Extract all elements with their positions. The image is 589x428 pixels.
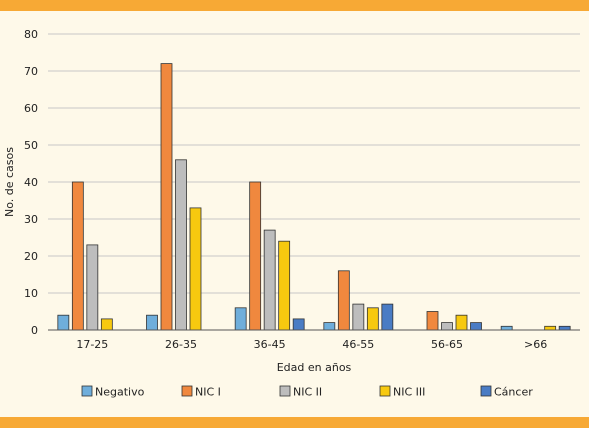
legend-swatch — [480, 385, 492, 397]
x-tick-label: 36-45 — [254, 338, 286, 351]
bar-nic-i — [426, 311, 439, 331]
bar-nic-ii — [86, 244, 99, 331]
bar-nic-ii — [263, 229, 276, 331]
y-tick-label: 50 — [24, 139, 38, 152]
x-tick-label: 56-65 — [431, 338, 463, 351]
y-tick-label: 60 — [24, 102, 38, 115]
bar-cáncer — [381, 303, 394, 331]
bar-nic-iii — [189, 207, 202, 331]
bar-negativo — [500, 325, 513, 331]
bar-nic-i — [337, 270, 350, 331]
bottom-band — [0, 417, 589, 428]
y-axis-title: No. de casos — [3, 147, 16, 217]
bars — [57, 63, 571, 331]
legend-swatch — [81, 385, 93, 397]
bar-nic-i — [160, 63, 173, 331]
y-tick-label: 80 — [24, 28, 38, 41]
bar-nic-ii — [352, 303, 365, 331]
bar-cáncer — [558, 325, 571, 331]
bar-nic-iii — [366, 307, 379, 331]
bar-negativo — [234, 307, 247, 331]
y-tick-label: 70 — [24, 65, 38, 78]
bar-nic-ii — [441, 322, 453, 331]
legend: Negativo NIC I NIC II NIC III Cáncer — [81, 385, 533, 399]
bar-nic-ii — [175, 159, 187, 331]
bar-nic-iii — [455, 314, 468, 331]
bar-nic-i — [249, 181, 262, 331]
legend-swatch — [279, 385, 291, 397]
x-axis-ticks: 17-25 26-35 36-45 46-55 56-65 >66 — [76, 338, 547, 351]
bar-cáncer — [292, 318, 305, 331]
y-axis-ticks: 0 10 20 30 40 50 60 70 80 — [24, 28, 38, 337]
bar-cáncer — [470, 322, 482, 331]
bar-negativo — [146, 314, 158, 331]
y-tick-label: 10 — [24, 287, 38, 300]
bar-nic-iii — [544, 325, 557, 331]
bar-negativo — [57, 314, 70, 331]
bar-nic-iii — [278, 240, 291, 331]
legend-swatch — [181, 385, 193, 397]
bar-nic-i — [71, 181, 84, 331]
x-tick-label: >66 — [524, 338, 547, 351]
x-axis-title: Edad en años — [277, 361, 352, 374]
y-tick-label: 0 — [31, 324, 38, 337]
top-band — [0, 0, 589, 11]
bar-nic-iii — [100, 318, 113, 331]
y-tick-label: 30 — [24, 213, 38, 226]
legend-label: NIC II — [293, 386, 322, 399]
bar-negativo — [323, 322, 336, 331]
legend-swatch — [379, 385, 391, 397]
x-tick-label: 17-25 — [76, 338, 108, 351]
legend-label: Cáncer — [494, 386, 533, 399]
legend-label: Negativo — [95, 386, 145, 399]
x-tick-label: 26-35 — [165, 338, 197, 351]
x-tick-label: 46-55 — [342, 338, 374, 351]
legend-label: NIC III — [393, 386, 425, 399]
gridlines — [48, 33, 580, 294]
y-tick-label: 20 — [24, 250, 38, 263]
y-tick-label: 40 — [24, 176, 38, 189]
legend-label: NIC I — [195, 386, 221, 399]
